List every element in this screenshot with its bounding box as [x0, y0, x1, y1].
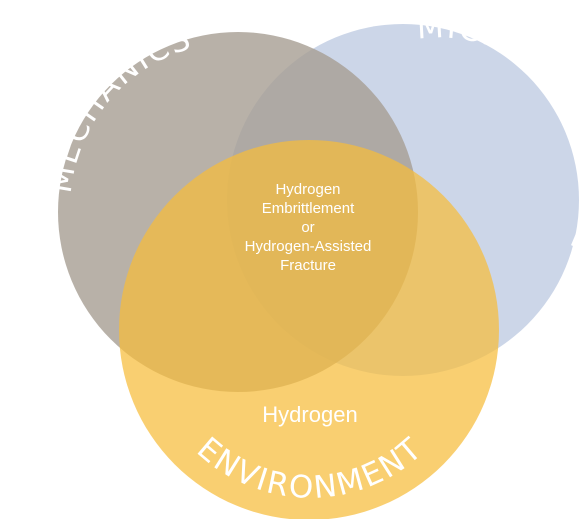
- center-line: or: [301, 219, 314, 236]
- center-line: Fracture: [280, 257, 336, 274]
- environment-sublabel: Hydrogen: [262, 402, 357, 427]
- center-line: Hydrogen-Assisted: [245, 238, 372, 255]
- environment-circle: [119, 140, 499, 519]
- center-line: Embrittlement: [262, 200, 355, 217]
- center-line: Hydrogen: [275, 181, 340, 198]
- center-text: Hydrogen Embrittlement or Hydrogen-Assisted…: [245, 181, 372, 274]
